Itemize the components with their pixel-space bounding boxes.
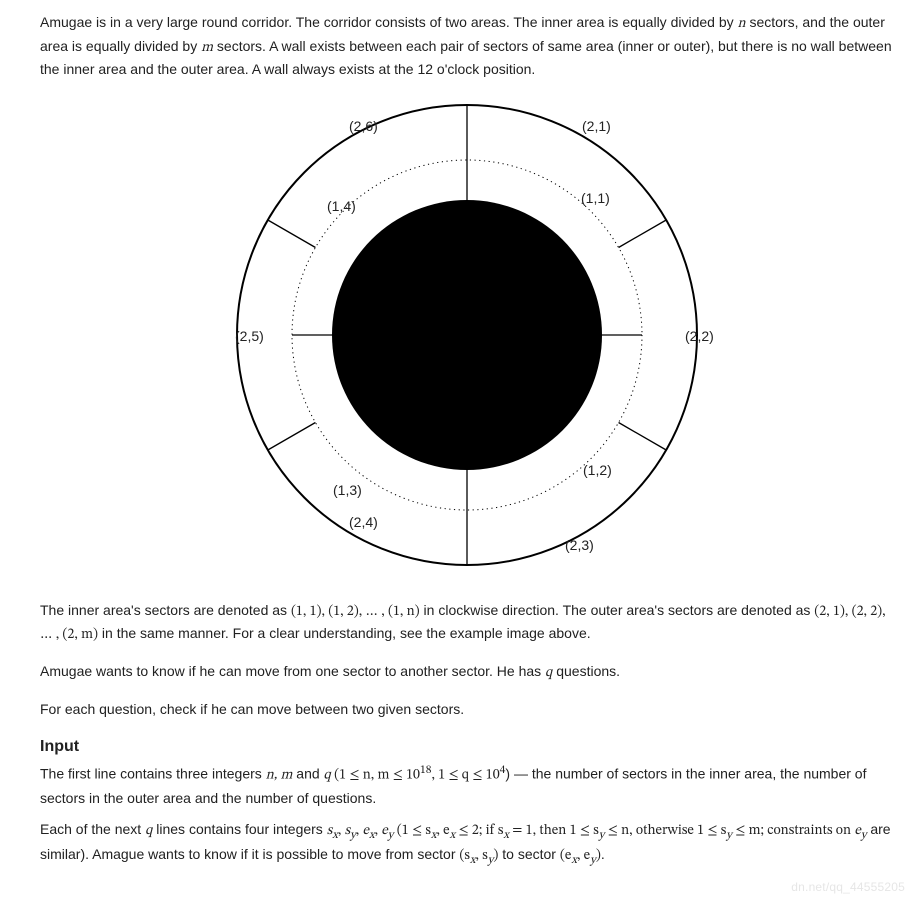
i2sy: sy (345, 824, 356, 838)
i2g: ≤ m; constraints on (732, 824, 854, 838)
questions-paragraph: Amugae wants to know if he can move from… (40, 661, 893, 685)
i1range: (1 ≤ n, m ≤ 10 (331, 769, 420, 783)
var-m: m (201, 41, 213, 55)
i1e1: 18 (420, 764, 432, 776)
svg-text:(2,6): (2,6) (349, 118, 378, 134)
svg-text:(1,3): (1,3) (333, 482, 362, 498)
sector-notation-paragraph: The inner area's sectors are denoted as … (40, 600, 893, 647)
corridor-diagram-wrap: (2,1) (2,2) (2,3) (2,4) (2,5) (2,6) (1,1) (1,2)… (40, 95, 893, 582)
p1a: Amugae is in a very large round corridor… (40, 14, 738, 30)
svg-text:(1,1): (1,1) (581, 190, 610, 206)
i2ey: ey (381, 824, 393, 838)
svg-text:(1,2): (1,2) (583, 462, 612, 478)
i2c: (1 ≤ s (393, 824, 430, 838)
i1q: q (324, 769, 331, 783)
i1a: The first line contains three integers (40, 766, 266, 782)
svg-text:(1,4): (1,4) (327, 198, 356, 214)
corridor-diagram: (2,1) (2,2) (2,3) (2,4) (2,5) (2,6) (1,1) (1,2)… (187, 95, 747, 575)
input-heading: Input (40, 735, 893, 760)
p2b: in clockwise direction. The outer area's… (420, 602, 815, 618)
i2sx: sx (327, 824, 338, 838)
var-n: n (738, 17, 746, 31)
i2ex: ex (362, 824, 374, 838)
p2c: in the same manner. For a clear understa… (98, 625, 591, 641)
input-paragraph-2: Each of the next q lines contains four i… (40, 819, 893, 869)
i2e: = 1, then 1 ≤ s (509, 824, 599, 838)
inner-list: (1, 1), (1, 2), … , (1, n) (291, 605, 420, 619)
svg-text:(2,4): (2,4) (349, 514, 378, 530)
p3a: Amugae wants to know if he can move from… (40, 663, 545, 679)
task-paragraph: For each question, check if he can move … (40, 699, 893, 721)
p3b: questions. (552, 663, 620, 679)
i2j: . (601, 846, 605, 862)
i2i: to sector (498, 846, 559, 862)
intro-paragraph-1: Amugae is in a very large round corridor… (40, 12, 893, 81)
input-paragraph-1: The first line contains three integers n… (40, 761, 893, 809)
svg-text:(2,2): (2,2) (685, 328, 714, 344)
svg-text:(2,1): (2,1) (582, 118, 611, 134)
i1mid: , 1 ≤ q ≤ 10 (432, 769, 500, 783)
i2f: ≤ n, otherwise 1 ≤ s (604, 824, 726, 838)
i2b: lines contains four integers (152, 821, 326, 837)
i2d: ≤ 2; if s (455, 824, 503, 838)
p2a: The inner area's sectors are denoted as (40, 602, 291, 618)
svg-text:(2,5): (2,5) (235, 328, 264, 344)
i1and: and (292, 766, 323, 782)
i2a: Each of the next (40, 821, 145, 837)
watermark: dn.net/qq_44555205 (791, 878, 905, 897)
i1vars: n, m (266, 769, 293, 783)
svg-text:(2,3): (2,3) (565, 537, 594, 553)
